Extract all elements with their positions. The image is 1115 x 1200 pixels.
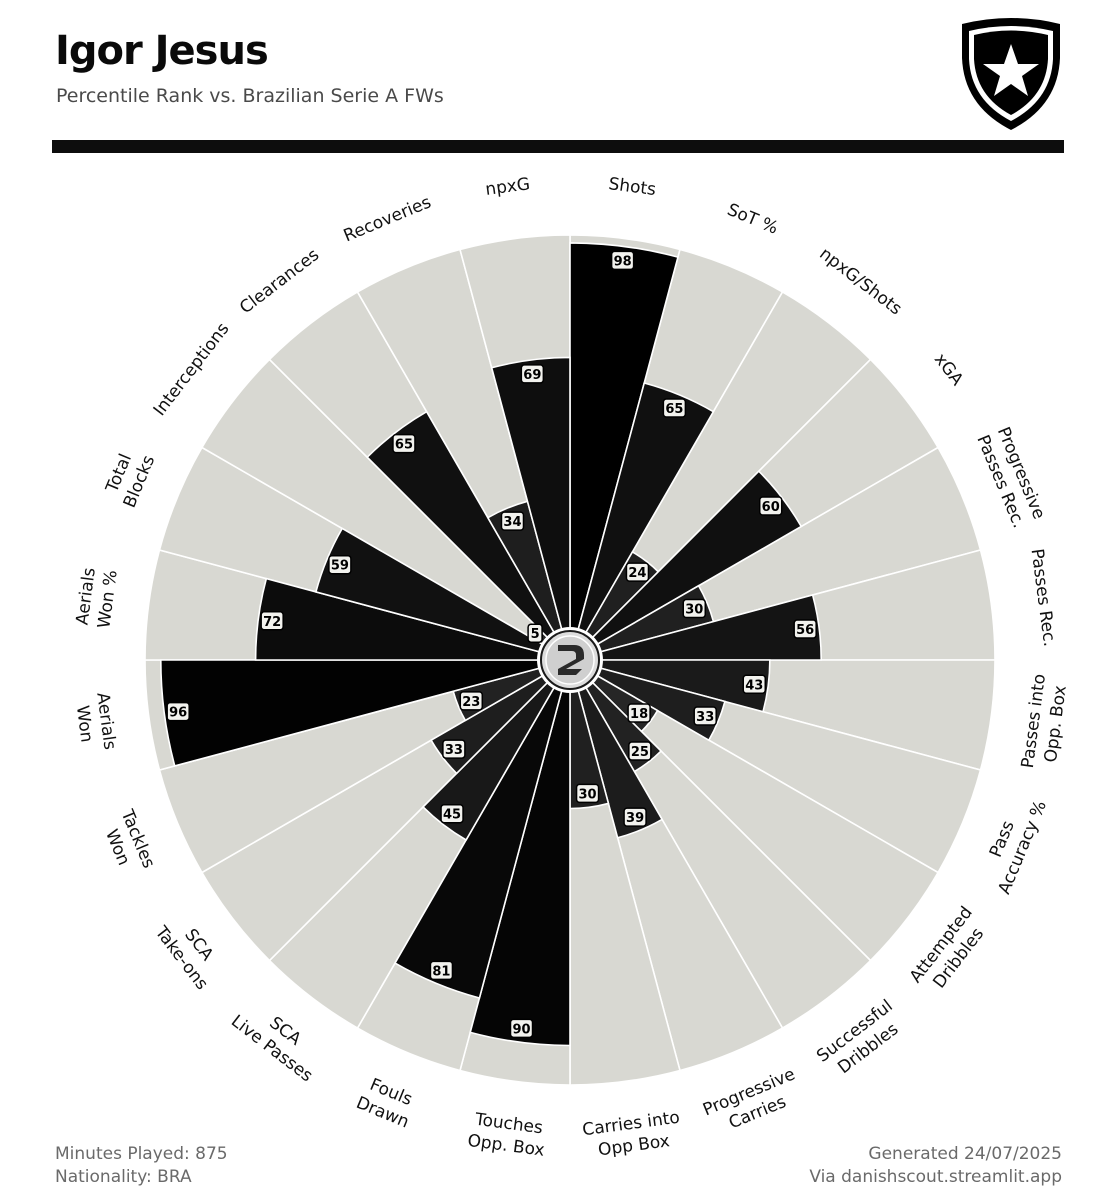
chart-subtitle: Percentile Rank vs. Brazilian Serie A FW… xyxy=(56,85,444,107)
value-label: 96 xyxy=(166,701,190,722)
value-label: 43 xyxy=(742,674,767,695)
value-labels: 98 65 24 60 30 56 43 33 18 25 39 30 90 81 45 33 23 96 72 59… xyxy=(166,250,817,1039)
svg-text:56: 56 xyxy=(796,623,814,638)
svg-text:24: 24 xyxy=(628,566,646,581)
category-label: PassAccuracy % xyxy=(974,789,1051,897)
value-label: 56 xyxy=(793,619,817,639)
svg-text:81: 81 xyxy=(432,964,450,979)
svg-text:59: 59 xyxy=(331,559,349,574)
svg-text:45: 45 xyxy=(443,808,461,823)
svg-text:23: 23 xyxy=(462,695,480,710)
svg-text:69: 69 xyxy=(523,368,541,383)
player-name: Igor Jesus xyxy=(55,28,269,74)
category-label: Carries intoOpp Box xyxy=(581,1108,684,1162)
nationality: Nationality: BRA xyxy=(55,1167,192,1187)
category-label: TouchesOpp. Box xyxy=(466,1109,548,1161)
header-divider xyxy=(52,140,1064,153)
footer-left: Minutes Played: 875 Nationality: BRA xyxy=(55,1143,228,1189)
value-label: 65 xyxy=(392,433,416,454)
value-label: 25 xyxy=(628,741,652,761)
svg-text:33: 33 xyxy=(696,710,714,725)
category-label: npxG xyxy=(484,174,531,200)
value-label: 69 xyxy=(520,364,545,384)
category-label: Clearances xyxy=(236,245,323,318)
value-label: 23 xyxy=(459,691,484,711)
value-label: 81 xyxy=(429,960,454,981)
category-label: Passes Rec. xyxy=(1027,548,1060,648)
svg-text:60: 60 xyxy=(762,500,780,515)
category-label: ProgressiveCarries xyxy=(700,1064,806,1140)
value-label: 30 xyxy=(575,783,600,804)
svg-text:65: 65 xyxy=(395,438,413,453)
value-label: 33 xyxy=(693,706,717,726)
svg-text:39: 39 xyxy=(626,811,644,826)
category-label: xGA xyxy=(930,350,967,390)
value-label: 90 xyxy=(509,1018,534,1039)
category-label: TotalBlocks xyxy=(99,444,159,511)
category-label: AerialsWon xyxy=(71,691,120,754)
category-label: SCATake-ons xyxy=(150,909,229,994)
value-label: 18 xyxy=(627,703,651,723)
svg-text:43: 43 xyxy=(745,678,763,693)
value-label: 59 xyxy=(328,554,352,575)
svg-text:90: 90 xyxy=(512,1022,530,1037)
svg-text:18: 18 xyxy=(630,707,648,722)
category-label: SCALive Passes xyxy=(227,994,330,1086)
category-label: AerialsWon % xyxy=(72,566,121,630)
club-crest-icon xyxy=(962,18,1060,130)
svg-text:34: 34 xyxy=(503,515,521,530)
category-label: SoT % xyxy=(724,200,781,239)
category-label: Shots xyxy=(607,174,657,200)
svg-text:65: 65 xyxy=(665,402,683,417)
category-label: Passes intoOpp. Box xyxy=(1018,673,1072,773)
svg-text:30: 30 xyxy=(685,603,703,618)
value-label: 65 xyxy=(662,398,687,418)
source-credit: Via danishscout.streamlit.app xyxy=(809,1167,1062,1187)
minutes-played: Minutes Played: 875 xyxy=(55,1144,228,1164)
value-label: 24 xyxy=(625,562,650,582)
value-label: 30 xyxy=(682,598,707,619)
generated-date: Generated 24/07/2025 xyxy=(868,1144,1062,1164)
svg-text:25: 25 xyxy=(631,745,649,760)
category-label: Recoveries xyxy=(341,192,435,246)
category-label: ProgressivePasses Rec. xyxy=(972,424,1049,531)
value-label: 60 xyxy=(758,496,783,516)
category-label: TacklesWon xyxy=(96,806,159,880)
value-label: 5 xyxy=(527,623,543,643)
svg-text:30: 30 xyxy=(579,787,597,802)
svg-text:96: 96 xyxy=(169,706,187,721)
category-label: Interceptions xyxy=(150,319,234,420)
value-label: 45 xyxy=(440,803,464,824)
value-label: 98 xyxy=(610,250,635,271)
category-label: SuccessfulDribbles xyxy=(813,996,910,1084)
category-label: AttemptedDribbles xyxy=(906,903,994,1000)
value-label: 33 xyxy=(442,739,466,759)
value-label: 72 xyxy=(260,611,284,631)
svg-text:5: 5 xyxy=(531,627,540,642)
value-label: 39 xyxy=(623,807,647,827)
category-label: FoulsDrawn xyxy=(353,1073,420,1133)
value-label: 34 xyxy=(500,511,525,531)
svg-text:72: 72 xyxy=(263,615,281,630)
category-label: npxG/Shots xyxy=(815,244,905,320)
footer-right: Generated 24/07/2025 Via danishscout.str… xyxy=(809,1143,1062,1189)
center-logo-icon xyxy=(537,627,603,693)
svg-text:33: 33 xyxy=(445,743,463,758)
svg-text:98: 98 xyxy=(614,254,632,269)
